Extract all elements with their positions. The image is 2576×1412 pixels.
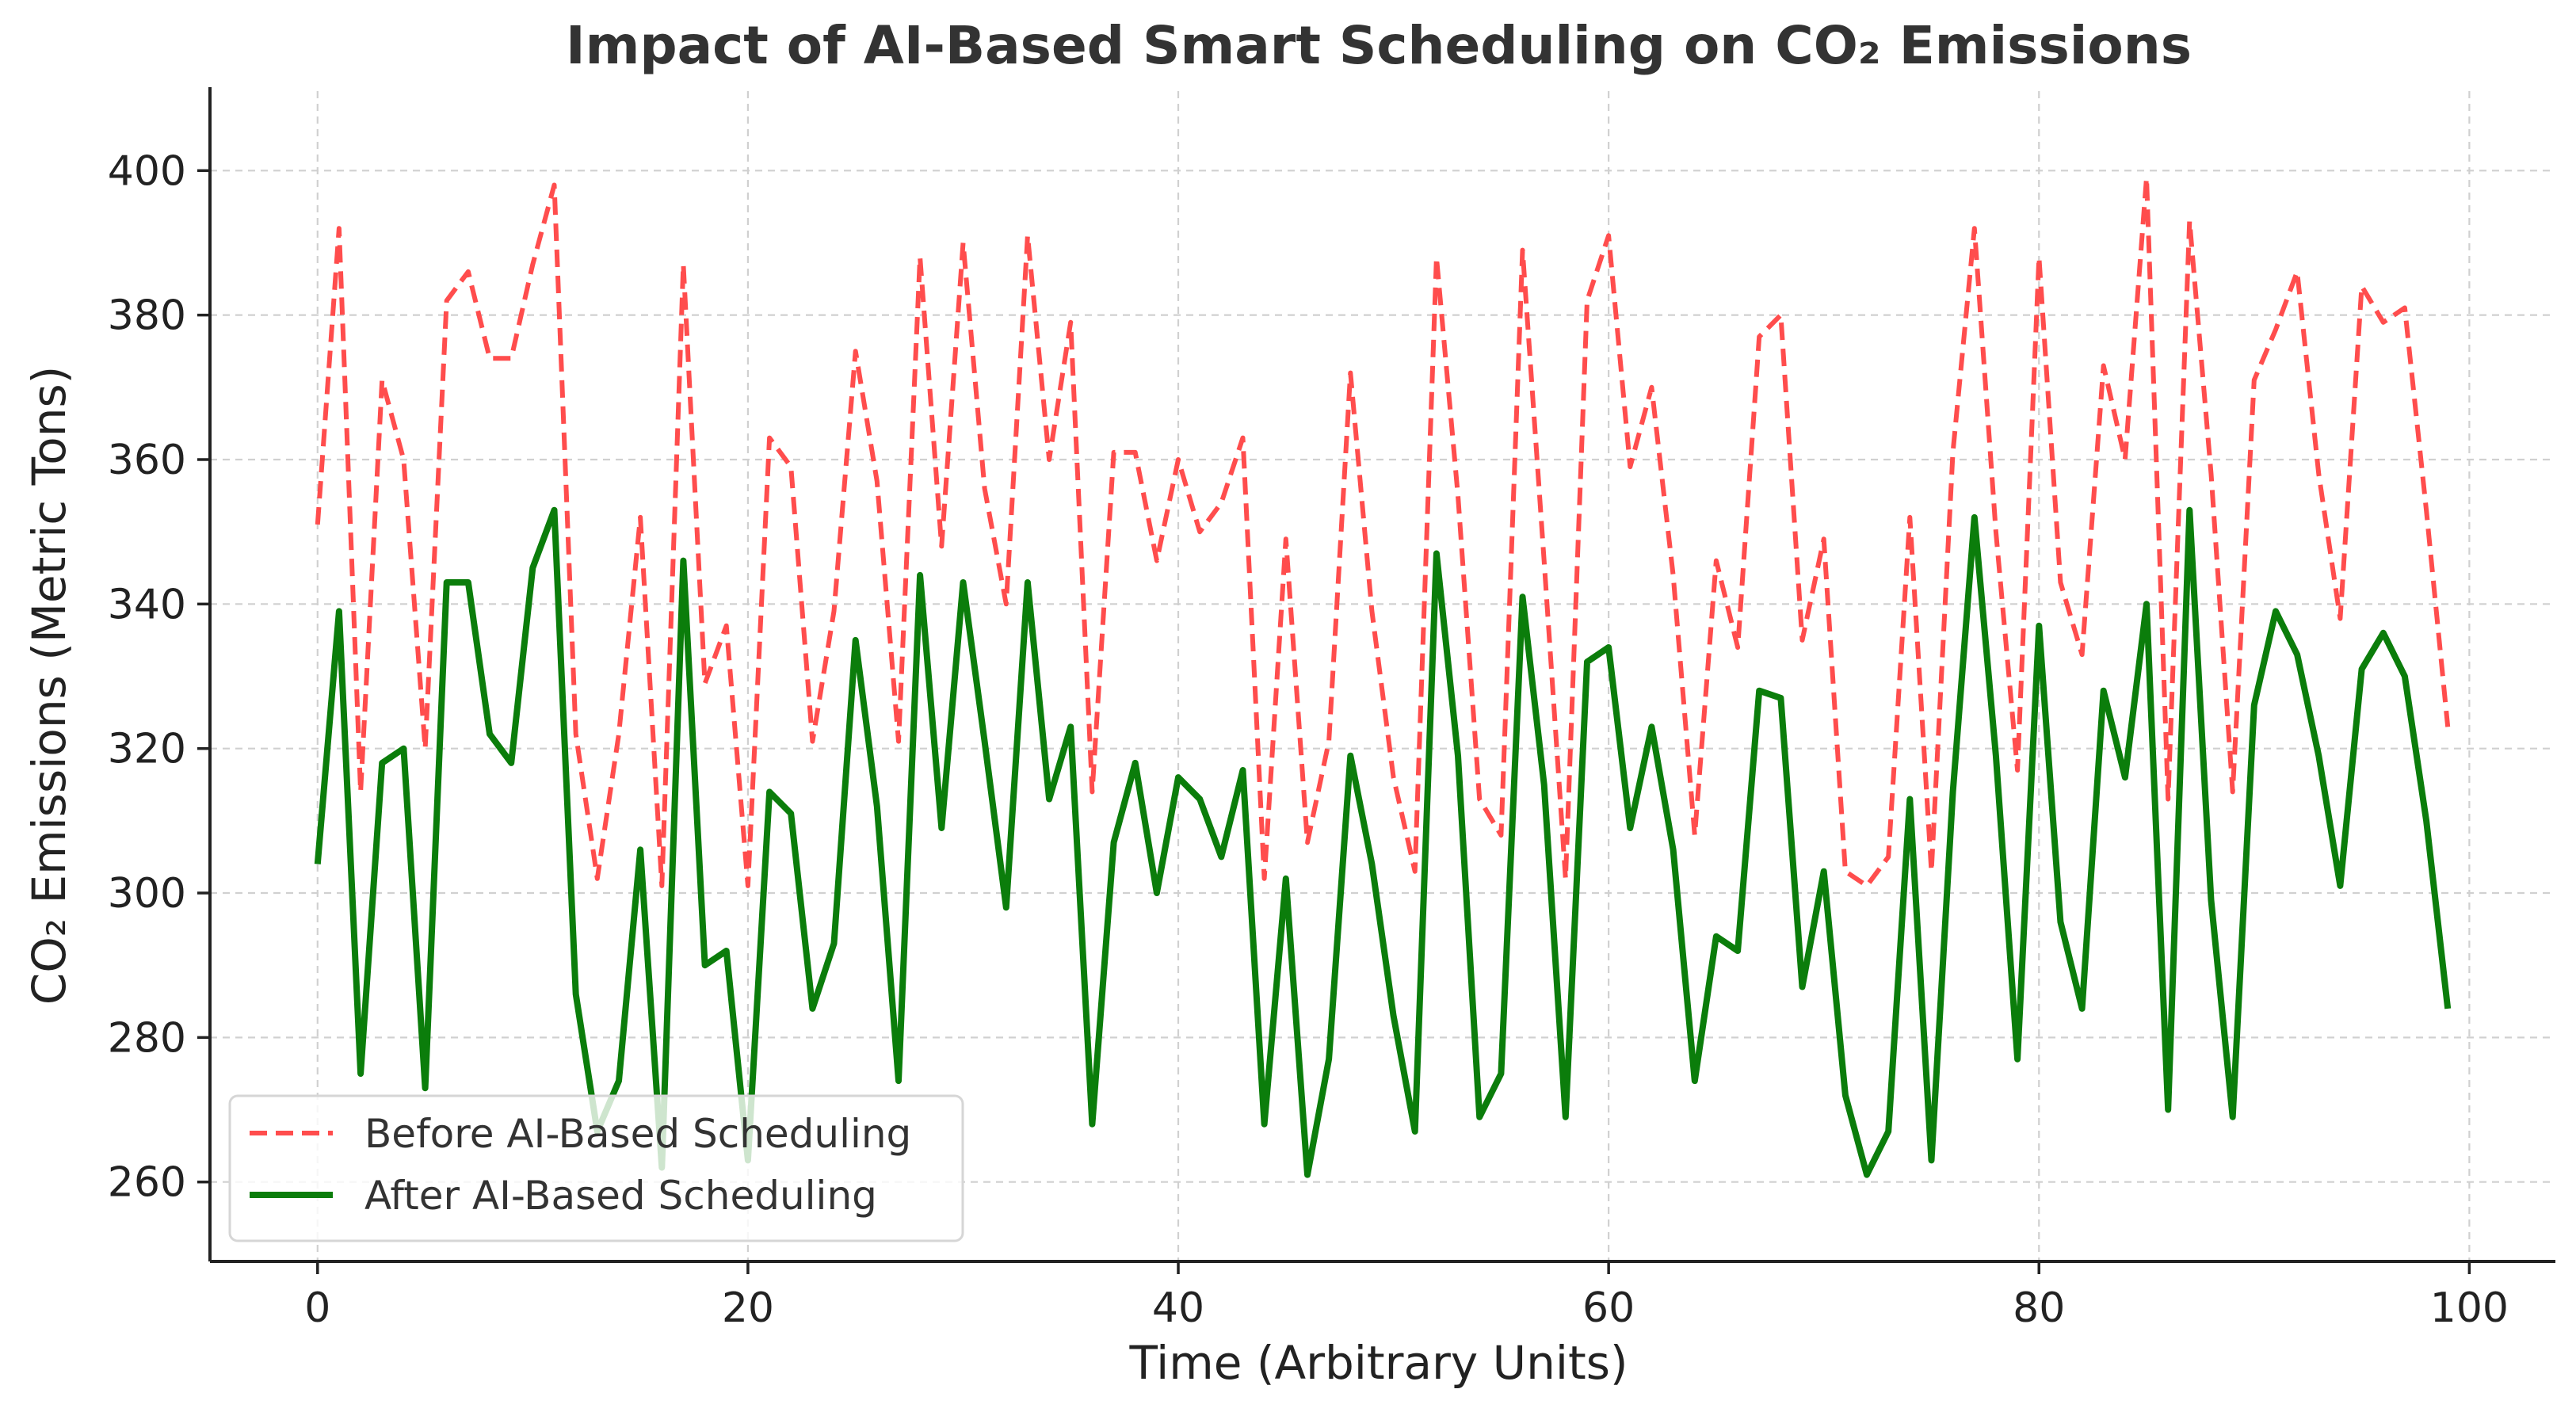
y-tick-label: 260 <box>108 1159 186 1207</box>
y-tick-label: 280 <box>108 1014 186 1062</box>
x-axis-ticks: 0 20 40 60 80 100 <box>304 1261 2509 1332</box>
y-tick-label: 360 <box>108 437 186 484</box>
y-tick-label: 340 <box>108 581 186 628</box>
legend-label-after: After AI-Based Scheduling <box>364 1173 877 1219</box>
legend: Before AI-Based Scheduling After AI-Base… <box>228 1094 964 1242</box>
x-tick-label: 60 <box>1582 1284 1635 1332</box>
y-tick-label: 320 <box>108 726 186 773</box>
x-tick-label: 80 <box>2013 1284 2065 1332</box>
y-tick-label: 300 <box>108 870 186 918</box>
series-line-before <box>315 175 2451 888</box>
chart-title: Impact of AI-Based Smart Scheduling on C… <box>566 15 2192 76</box>
y-axis-ticks: 260 280 300 320 340 360 380 400 <box>108 147 210 1207</box>
y-tick-label: 380 <box>108 292 186 340</box>
x-tick-label: 40 <box>1152 1284 1204 1332</box>
legend-label-before: Before AI-Based Scheduling <box>364 1111 911 1157</box>
x-tick-label: 0 <box>304 1284 330 1332</box>
series-layer <box>314 175 2452 1178</box>
legend-box <box>228 1094 964 1242</box>
x-tick-label: 20 <box>722 1284 774 1332</box>
x-tick-label: 100 <box>2430 1284 2509 1332</box>
y-axis-label: CO₂ Emissions (Metric Tons) <box>22 366 76 1006</box>
x-axis-label: Time (Arbitrary Units) <box>1128 1336 1628 1390</box>
y-tick-label: 400 <box>108 147 186 195</box>
series-line-after <box>314 506 2452 1178</box>
